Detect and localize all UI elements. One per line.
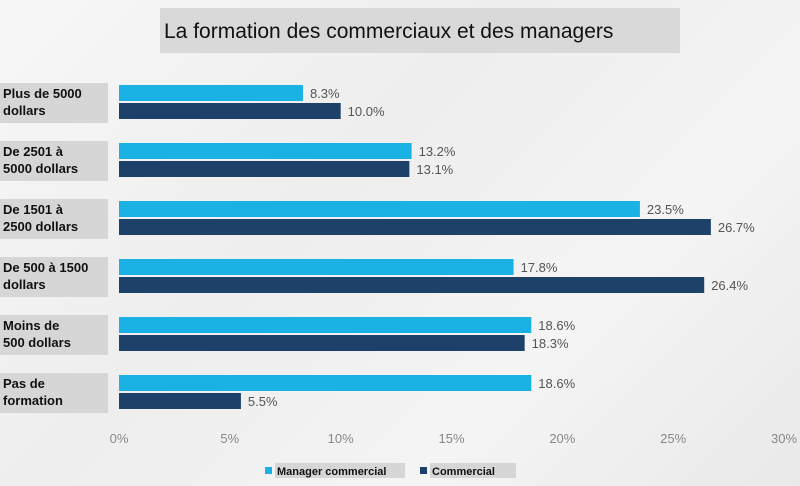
data-label: 18.3%: [532, 336, 569, 351]
x-axis: 0% 5% 10% 15% 20% 25% 30%: [110, 431, 798, 446]
category-label-background: [0, 315, 108, 355]
bar-commercial: [119, 103, 341, 119]
bar-commercial: [119, 161, 410, 177]
bar-commercial: [119, 219, 711, 235]
chart-title: La formation des commerciaux et des mana…: [164, 20, 613, 43]
bar-manager-commercial: [119, 259, 514, 275]
category-label-line: De 500 à 1500: [3, 260, 88, 275]
data-label: 10.0%: [348, 104, 385, 119]
category-label-line: De 2501 à: [3, 144, 64, 159]
category-labels: Plus de 5000 dollars De 2501 à 5000 dollars…: [0, 83, 108, 413]
x-tick-label: 10%: [328, 431, 354, 446]
x-tick-label: 15%: [438, 431, 464, 446]
bar-commercial: [119, 277, 705, 293]
data-label: 23.5%: [647, 202, 684, 217]
category-label-line: dollars: [3, 103, 46, 118]
x-tick-label: 5%: [220, 431, 239, 446]
category-label-line: 500 dollars: [3, 335, 71, 350]
legend-label-background: [275, 463, 405, 478]
bars: 8.3% 10.0% 13.2% 13.1% 23.5% 26.7% 17.8% 26.4% 1…: [119, 85, 755, 409]
x-tick-label: 0%: [110, 431, 129, 446]
legend-label-background: [430, 463, 516, 478]
category-label: De 1501 à 2500 dollars: [3, 202, 78, 234]
data-label: 17.8%: [521, 260, 558, 275]
category-label: Pas de formation: [3, 376, 63, 408]
legend-label: Commercial: [432, 466, 495, 478]
category-label-background: [0, 199, 108, 239]
category-label-background: [0, 83, 108, 123]
x-tick-label: 30%: [771, 431, 797, 446]
x-tick-label: 20%: [549, 431, 575, 446]
category-label-line: 2500 dollars: [3, 219, 78, 234]
category-label-line: Moins de: [3, 318, 59, 333]
data-label: 5.5%: [248, 394, 278, 409]
legend-label: Manager commercial: [277, 466, 386, 478]
bar-manager-commercial: [119, 143, 412, 159]
category-label: Moins de 500 dollars: [3, 318, 71, 350]
bar-manager-commercial: [119, 85, 303, 101]
chart-title-background: [160, 8, 680, 53]
bar-commercial: [119, 393, 241, 409]
bar-manager-commercial: [119, 317, 532, 333]
data-label: 26.7%: [718, 220, 755, 235]
data-label: 26.4%: [711, 278, 748, 293]
legend: Manager commercial Commercial: [265, 463, 516, 478]
category-label-line: Plus de 5000: [3, 86, 82, 101]
bar-manager-commercial: [119, 375, 532, 391]
data-label: 13.1%: [416, 162, 453, 177]
category-label: De 500 à 1500 dollars: [3, 260, 88, 292]
category-label-background: [0, 257, 108, 297]
data-label: 18.6%: [538, 318, 575, 333]
data-label: 13.2%: [419, 144, 456, 159]
category-label-background: [0, 141, 108, 181]
category-label-line: Pas de: [3, 376, 45, 391]
category-label: Plus de 5000 dollars: [3, 86, 82, 118]
legend-swatch: [265, 467, 272, 474]
category-label: De 2501 à 5000 dollars: [3, 144, 78, 176]
data-label: 8.3%: [310, 86, 340, 101]
category-label-line: 5000 dollars: [3, 161, 78, 176]
bar-commercial: [119, 335, 525, 351]
data-label: 18.6%: [538, 376, 575, 391]
category-label-line: formation: [3, 393, 63, 408]
bar-manager-commercial: [119, 201, 640, 217]
category-label-background: [0, 373, 108, 413]
category-label-line: dollars: [3, 277, 46, 292]
category-label-line: De 1501 à: [3, 202, 64, 217]
legend-swatch: [420, 467, 427, 474]
x-tick-label: 25%: [660, 431, 686, 446]
